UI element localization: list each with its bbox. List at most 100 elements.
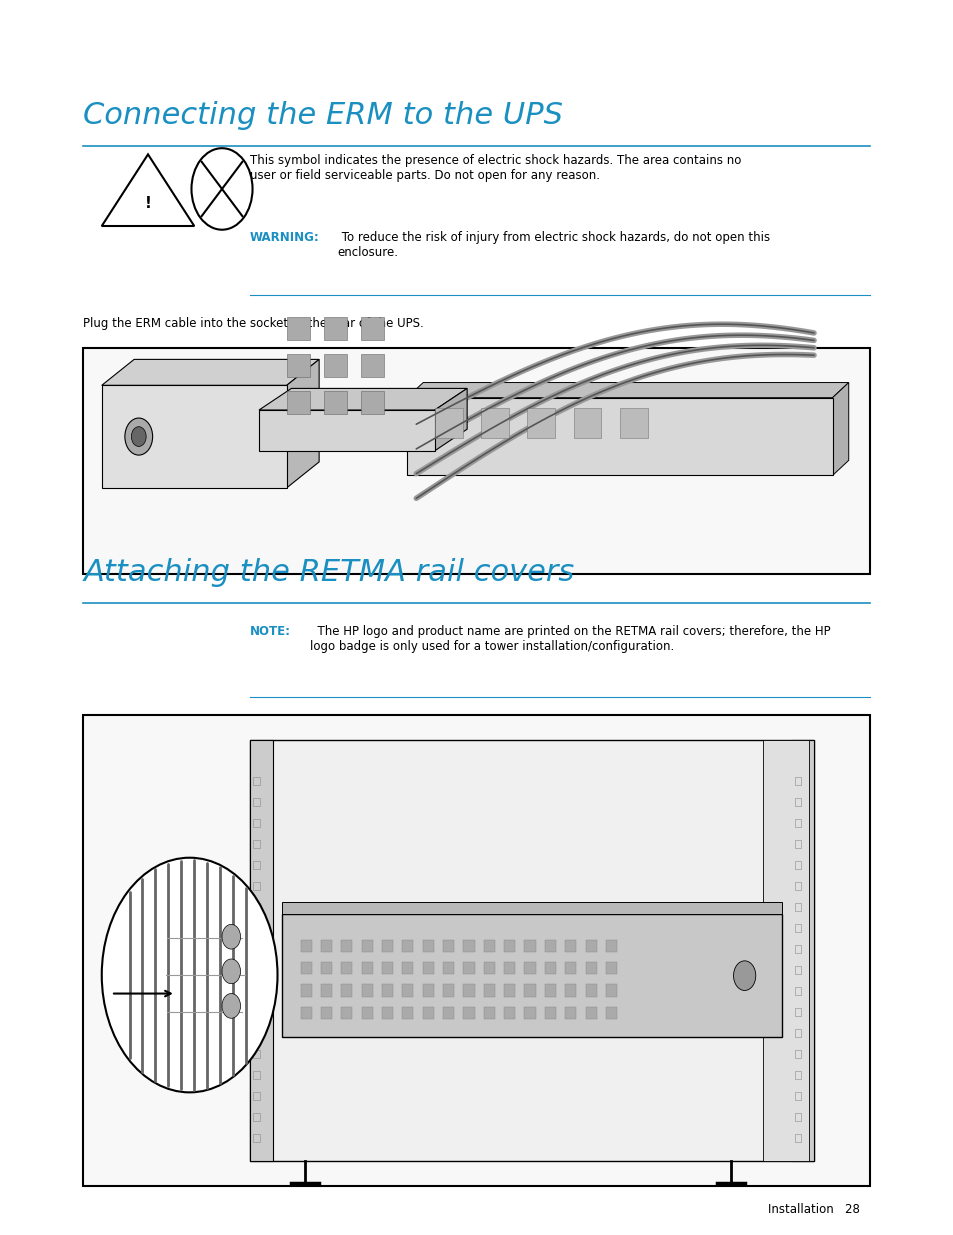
Polygon shape xyxy=(407,383,848,398)
FancyBboxPatch shape xyxy=(360,391,383,414)
FancyBboxPatch shape xyxy=(573,408,600,438)
FancyBboxPatch shape xyxy=(287,391,310,414)
FancyBboxPatch shape xyxy=(320,940,332,952)
FancyBboxPatch shape xyxy=(524,940,535,952)
FancyBboxPatch shape xyxy=(287,317,310,340)
FancyBboxPatch shape xyxy=(483,962,495,974)
FancyBboxPatch shape xyxy=(361,984,373,997)
FancyBboxPatch shape xyxy=(483,984,495,997)
FancyBboxPatch shape xyxy=(323,317,347,340)
FancyBboxPatch shape xyxy=(341,962,352,974)
FancyBboxPatch shape xyxy=(381,962,393,974)
FancyBboxPatch shape xyxy=(463,940,474,952)
Circle shape xyxy=(222,958,240,983)
Text: Attaching the RETMA rail covers: Attaching the RETMA rail covers xyxy=(83,558,574,587)
FancyBboxPatch shape xyxy=(422,940,434,952)
FancyBboxPatch shape xyxy=(250,740,813,1161)
Polygon shape xyxy=(407,398,832,475)
FancyBboxPatch shape xyxy=(442,984,454,997)
FancyBboxPatch shape xyxy=(402,1007,413,1019)
FancyBboxPatch shape xyxy=(402,984,413,997)
FancyBboxPatch shape xyxy=(480,408,508,438)
FancyBboxPatch shape xyxy=(361,940,373,952)
FancyBboxPatch shape xyxy=(585,1007,596,1019)
Polygon shape xyxy=(435,389,467,451)
FancyBboxPatch shape xyxy=(300,1007,312,1019)
FancyBboxPatch shape xyxy=(282,914,781,1037)
FancyBboxPatch shape xyxy=(619,408,647,438)
FancyBboxPatch shape xyxy=(524,962,535,974)
FancyBboxPatch shape xyxy=(527,408,555,438)
Polygon shape xyxy=(102,359,319,385)
FancyBboxPatch shape xyxy=(564,940,576,952)
Circle shape xyxy=(733,961,755,990)
FancyBboxPatch shape xyxy=(402,962,413,974)
FancyBboxPatch shape xyxy=(435,408,462,438)
FancyBboxPatch shape xyxy=(300,962,312,974)
FancyBboxPatch shape xyxy=(341,984,352,997)
FancyBboxPatch shape xyxy=(442,940,454,952)
FancyBboxPatch shape xyxy=(402,940,413,952)
FancyBboxPatch shape xyxy=(287,354,310,377)
FancyBboxPatch shape xyxy=(341,940,352,952)
FancyBboxPatch shape xyxy=(585,940,596,952)
FancyBboxPatch shape xyxy=(360,354,383,377)
FancyBboxPatch shape xyxy=(360,317,383,340)
FancyBboxPatch shape xyxy=(585,984,596,997)
Text: The HP logo and product name are printed on the RETMA rail covers; therefore, th: The HP logo and product name are printed… xyxy=(310,625,830,653)
FancyBboxPatch shape xyxy=(320,984,332,997)
FancyBboxPatch shape xyxy=(463,1007,474,1019)
Polygon shape xyxy=(102,385,287,488)
FancyBboxPatch shape xyxy=(483,1007,495,1019)
Circle shape xyxy=(125,419,152,456)
FancyBboxPatch shape xyxy=(503,940,515,952)
FancyBboxPatch shape xyxy=(585,962,596,974)
FancyBboxPatch shape xyxy=(605,984,617,997)
FancyBboxPatch shape xyxy=(605,940,617,952)
FancyBboxPatch shape xyxy=(503,962,515,974)
FancyBboxPatch shape xyxy=(300,984,312,997)
Text: !: ! xyxy=(145,196,152,211)
FancyBboxPatch shape xyxy=(503,1007,515,1019)
FancyBboxPatch shape xyxy=(381,984,393,997)
FancyBboxPatch shape xyxy=(250,740,273,1161)
FancyBboxPatch shape xyxy=(564,962,576,974)
FancyBboxPatch shape xyxy=(361,1007,373,1019)
FancyBboxPatch shape xyxy=(524,984,535,997)
FancyBboxPatch shape xyxy=(564,984,576,997)
FancyBboxPatch shape xyxy=(544,962,556,974)
Text: NOTE:: NOTE: xyxy=(250,625,291,638)
FancyBboxPatch shape xyxy=(361,962,373,974)
Circle shape xyxy=(222,924,240,950)
FancyBboxPatch shape xyxy=(790,740,813,1161)
FancyBboxPatch shape xyxy=(442,1007,454,1019)
Text: This symbol indicates the presence of electric shock hazards. The area contains : This symbol indicates the presence of el… xyxy=(250,154,740,183)
FancyBboxPatch shape xyxy=(544,1007,556,1019)
FancyBboxPatch shape xyxy=(320,962,332,974)
FancyBboxPatch shape xyxy=(320,1007,332,1019)
FancyBboxPatch shape xyxy=(442,962,454,974)
Circle shape xyxy=(102,858,277,1093)
FancyBboxPatch shape xyxy=(463,984,474,997)
Text: To reduce the risk of injury from electric shock hazards, do not open this
enclo: To reduce the risk of injury from electr… xyxy=(337,231,769,259)
FancyBboxPatch shape xyxy=(422,1007,434,1019)
FancyBboxPatch shape xyxy=(544,984,556,997)
FancyBboxPatch shape xyxy=(503,984,515,997)
FancyBboxPatch shape xyxy=(323,391,347,414)
FancyBboxPatch shape xyxy=(422,984,434,997)
FancyBboxPatch shape xyxy=(381,940,393,952)
FancyBboxPatch shape xyxy=(605,1007,617,1019)
Text: WARNING:: WARNING: xyxy=(250,231,319,245)
FancyBboxPatch shape xyxy=(564,1007,576,1019)
FancyBboxPatch shape xyxy=(341,1007,352,1019)
Text: Installation   28: Installation 28 xyxy=(767,1203,859,1216)
FancyBboxPatch shape xyxy=(463,962,474,974)
FancyBboxPatch shape xyxy=(483,940,495,952)
FancyBboxPatch shape xyxy=(762,740,808,1161)
Polygon shape xyxy=(259,410,435,451)
FancyBboxPatch shape xyxy=(544,940,556,952)
FancyBboxPatch shape xyxy=(83,348,868,574)
Polygon shape xyxy=(282,902,781,914)
Polygon shape xyxy=(832,383,848,475)
FancyBboxPatch shape xyxy=(524,1007,535,1019)
